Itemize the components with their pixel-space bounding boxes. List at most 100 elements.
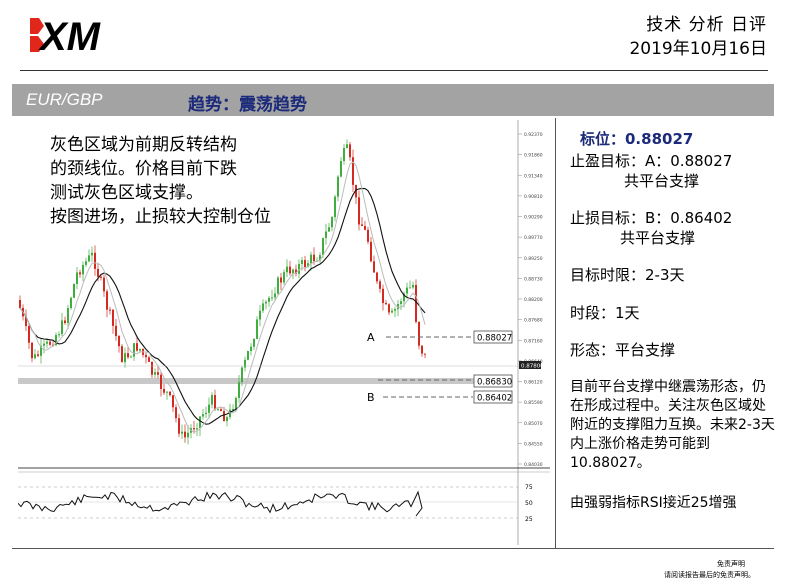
price-tick-label: 0.90810 — [524, 194, 543, 200]
candle-body — [265, 301, 267, 304]
candle-body — [358, 197, 360, 225]
candle-body — [355, 184, 357, 198]
candle-body — [130, 356, 132, 358]
candle-body — [289, 266, 291, 274]
disclaimer-text: 请阅读报告最后的免责声明。 — [664, 571, 755, 579]
rsi-note: 由强弱指标RSI接近25增强 — [570, 495, 737, 511]
candle-body — [415, 284, 417, 322]
candle-body — [325, 231, 327, 239]
candle-body — [238, 382, 240, 398]
candle-body — [187, 432, 189, 438]
candle-body — [313, 254, 315, 262]
candle-body — [376, 272, 378, 282]
candle-body — [244, 359, 246, 368]
candle-body — [319, 255, 321, 261]
candle-body — [220, 409, 222, 412]
candle-body — [274, 293, 276, 298]
price-chart: A B 0.88027 0.86830 0.86402 0.92370 0.918… — [17, 120, 550, 545]
candle-body — [109, 309, 111, 311]
candle-body — [106, 291, 108, 310]
candle-body — [394, 309, 396, 311]
disclaimer-title: 免责声明 — [717, 560, 745, 568]
candle-body — [271, 297, 273, 299]
current-price-tag — [519, 361, 541, 369]
candle-body — [406, 287, 408, 294]
price-tick-label: 0.88730 — [524, 276, 543, 282]
candle-body — [295, 269, 297, 274]
candle-body — [37, 354, 39, 356]
period: 时段：1天 — [570, 304, 640, 322]
candle-body — [169, 391, 171, 396]
candle-body — [373, 261, 375, 273]
candle-body — [28, 326, 30, 343]
candle-body — [91, 252, 93, 256]
candle-body — [58, 334, 60, 336]
candle-body — [31, 342, 33, 359]
report-title: 技术 分析 日评 — [646, 15, 767, 35]
candle-body — [370, 241, 372, 262]
price-tick-label: 0.85590 — [524, 400, 543, 406]
candle-body — [115, 325, 117, 337]
candle-body — [205, 412, 207, 415]
candle-body — [403, 293, 405, 302]
level-a-value: 0.88027 — [477, 334, 512, 344]
candlestick-chart: A B 0.88027 0.86830 0.86402 0.92370 0.918… — [17, 120, 550, 545]
candle-body — [286, 266, 288, 273]
candle-body — [379, 281, 381, 289]
candle-body — [166, 391, 168, 393]
annotation-line: 灰色区域为前期反转结构 — [50, 135, 237, 155]
candle-body — [67, 308, 69, 324]
level-b-label: B — [367, 391, 375, 404]
candle-body — [118, 336, 120, 347]
candle-body — [40, 345, 42, 356]
candle-body — [331, 217, 333, 228]
candle-body — [172, 395, 174, 408]
candle-body — [280, 277, 282, 283]
candle-body — [241, 367, 243, 383]
candle-body — [388, 304, 390, 313]
rsi-line — [17, 490, 423, 517]
candle-body — [283, 272, 285, 283]
candle-body — [82, 264, 84, 275]
candle-body — [208, 404, 210, 413]
price-tick-label: 0.91860 — [524, 153, 543, 159]
report-date: 2019年10月16日 — [629, 39, 767, 59]
rsi-tick-75: 75 — [525, 484, 533, 491]
price-tick-label: 0.92370 — [524, 132, 543, 138]
price-tick-label: 0.91340 — [524, 173, 543, 179]
candle-body — [385, 302, 387, 305]
rsi-tick-25: 25 — [525, 516, 533, 523]
candle-body — [256, 319, 258, 339]
price-tick-label: 0.84550 — [524, 441, 543, 447]
pattern: 形态：平台支撑 — [570, 341, 676, 359]
candle-body — [163, 389, 165, 393]
candle-body — [364, 225, 366, 230]
xm-logo-mark: XM — [30, 15, 102, 59]
candle-body — [139, 348, 141, 351]
candle-body — [292, 269, 294, 274]
candle-body — [211, 395, 213, 405]
candle-body — [85, 261, 87, 265]
candle-body — [175, 407, 177, 419]
candle-body — [79, 272, 81, 275]
price-tick-label: 0.88200 — [524, 297, 543, 303]
annotation-line: 按图进场，止损较大控制仓位 — [50, 207, 271, 227]
candle-body — [199, 416, 201, 429]
candle-body — [349, 144, 351, 158]
currency-pair: EUR/GBP — [26, 90, 103, 109]
candle-body — [73, 283, 75, 298]
chart-annotation: 灰色区域为前期反转结构 的颈线位。价格目前下跌 测试灰色区域支撑。 按图进场，止… — [50, 133, 271, 229]
candle-body — [217, 409, 219, 411]
header-divider — [20, 70, 768, 71]
candle-body — [397, 304, 399, 310]
candle-body — [157, 372, 159, 375]
candle-body — [133, 343, 135, 357]
level-a-label: A — [367, 331, 375, 344]
candle-body — [202, 414, 204, 417]
candle-body — [346, 144, 348, 149]
stop-loss: 止损目标：B：0.86402 — [570, 209, 733, 227]
candle-body — [136, 343, 138, 351]
candle-body — [214, 395, 216, 410]
rsi-tick-50: 50 — [525, 500, 533, 507]
title-banner — [12, 84, 774, 116]
